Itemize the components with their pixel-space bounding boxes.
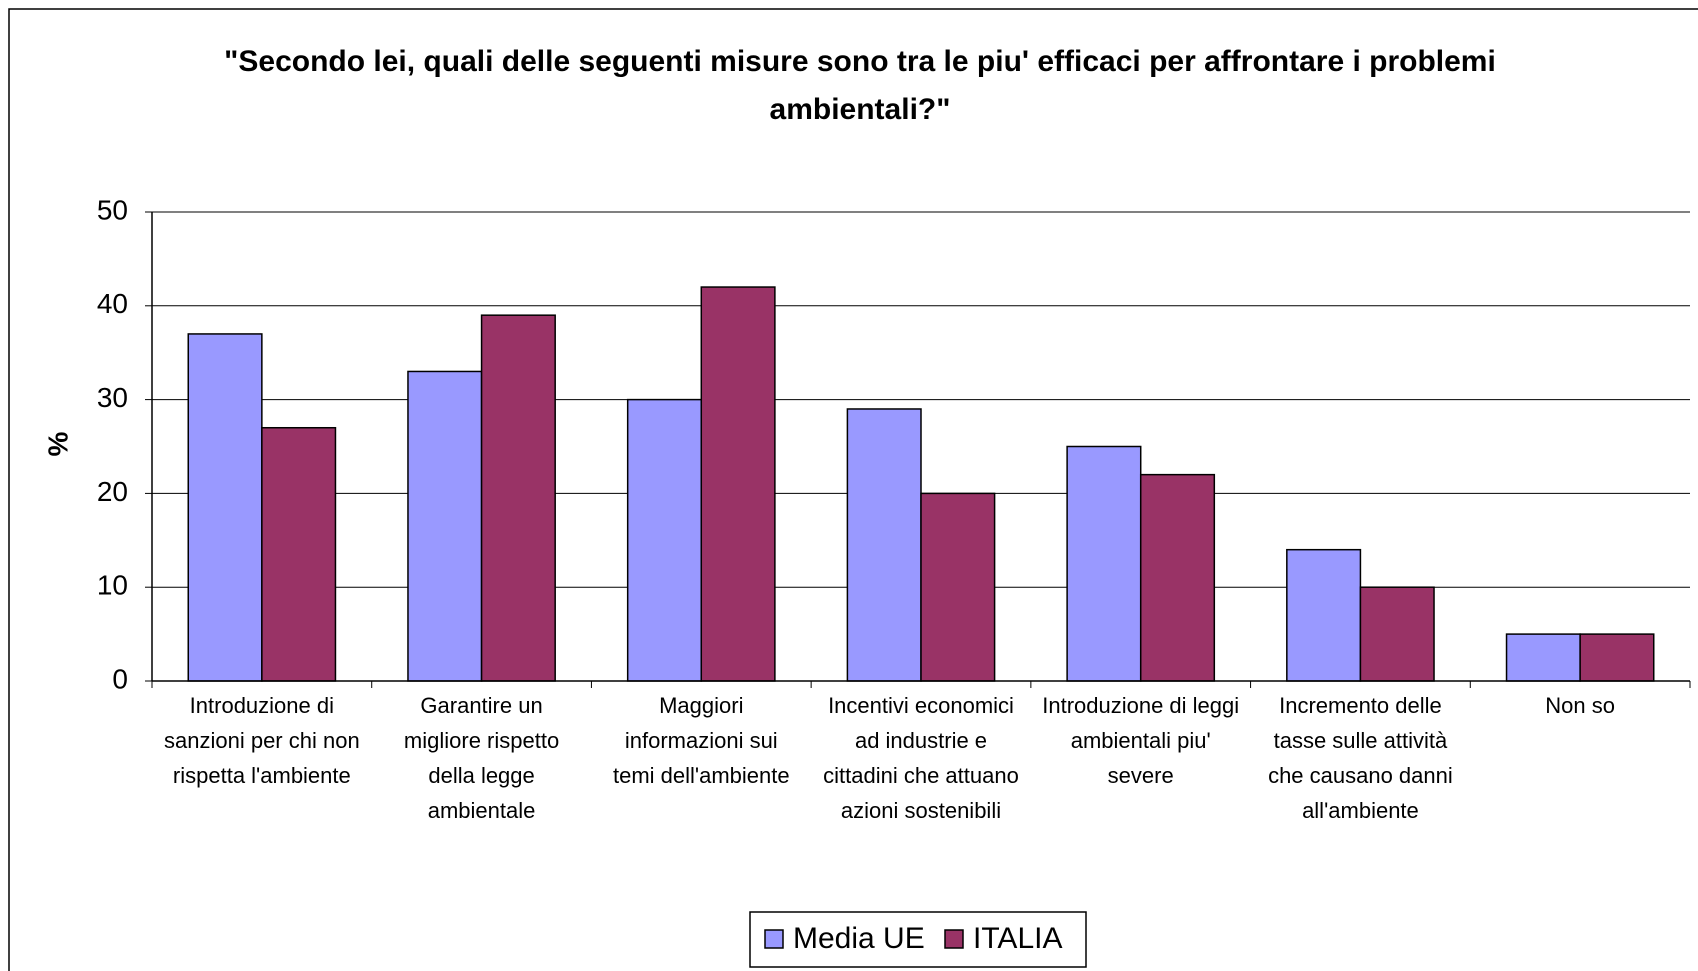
legend-label: ITALIA — [973, 922, 1062, 955]
y-tick-label: 10 — [97, 570, 128, 601]
bar — [261, 426, 337, 682]
legend-box — [749, 911, 1087, 968]
bar — [480, 314, 556, 682]
bar — [187, 333, 263, 682]
y-axis-label: % — [42, 431, 73, 456]
bar — [700, 286, 776, 682]
x-tick-label: Garantire un migliore rispetto della leg… — [403, 693, 560, 823]
y-tick-label: 50 — [97, 194, 128, 225]
bar — [920, 492, 996, 682]
y-tick-label: 30 — [97, 382, 128, 413]
bar — [626, 398, 703, 682]
x-tick-label: Introduzione di leggi ambientali piu' se… — [1042, 693, 1240, 788]
chart-title: "Secondo lei, quali delle seguenti misur… — [224, 45, 1496, 126]
x-tick-label: Maggiori informazioni sui temi dell'ambi… — [612, 693, 790, 788]
bar — [1505, 633, 1581, 682]
bar — [407, 370, 483, 682]
bar — [846, 408, 922, 682]
y-tick-label: 0 — [112, 663, 128, 694]
y-tick-label: 20 — [97, 476, 128, 507]
x-tick-label: Incentivi economici ad industrie e citta… — [823, 693, 1019, 823]
chart-border — [8, 8, 1698, 971]
bar — [1286, 548, 1362, 682]
legend-swatch — [944, 929, 964, 949]
bar — [1066, 445, 1142, 682]
legend-label: Media UE — [793, 922, 925, 955]
x-tick-label: Incremento delle tasse sulle attività ch… — [1268, 693, 1453, 823]
bar — [1359, 586, 1435, 682]
bar — [1139, 473, 1216, 682]
legend-swatch — [764, 929, 784, 949]
x-tick-label: Non so — [1545, 693, 1615, 718]
x-tick-label: Introduzione di sanzioni per chi non ris… — [164, 693, 360, 788]
y-tick-label: 40 — [97, 288, 128, 319]
bar — [1579, 633, 1655, 682]
